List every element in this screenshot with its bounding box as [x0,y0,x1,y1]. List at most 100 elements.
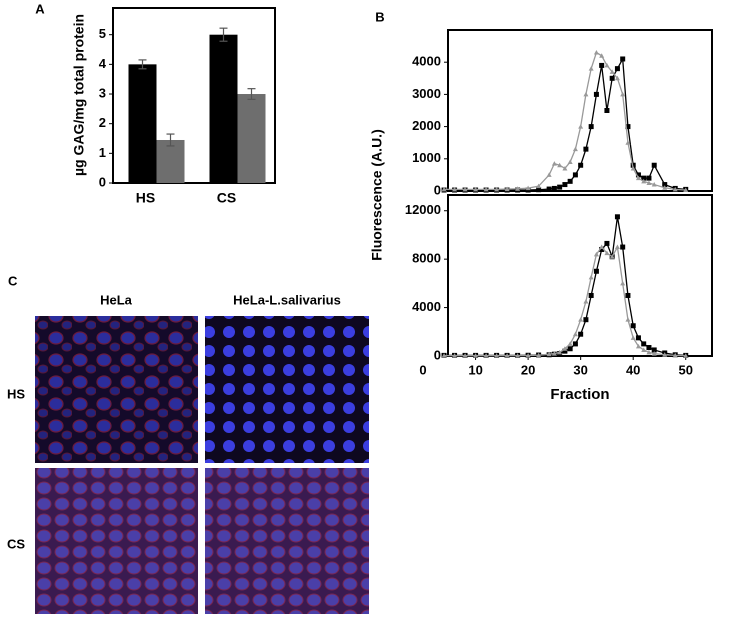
marker [593,251,599,257]
marker [546,186,552,192]
marker [614,244,620,250]
marker [441,353,447,358]
marker [462,186,468,192]
marker [599,244,605,250]
marker [646,180,652,185]
marker [641,341,647,347]
x-axis-label: Fraction [550,386,609,403]
panel-label: B [375,9,384,24]
x-tick-label: 50 [678,362,692,377]
marker [567,178,573,184]
marker [473,353,479,358]
marker [599,53,605,58]
marker [536,183,542,189]
plot-frame [112,7,276,184]
bar [209,34,238,183]
marker [525,353,531,358]
marker [572,146,578,152]
marker [462,353,468,358]
marker [630,323,636,329]
marker [578,162,584,168]
marker [578,317,584,322]
error-bar [219,27,228,42]
marker [672,186,678,192]
x-tick-label: CS [217,190,236,206]
column-label: HeLa [100,292,133,307]
y-tick-label: 3000 [412,86,441,101]
row-label: HS [7,386,25,401]
marker [546,172,552,177]
marker [683,187,689,193]
series-line [444,56,686,191]
marker [604,240,610,246]
marker [572,331,578,337]
y-tick-label: 4000 [412,299,441,314]
marker [504,353,510,358]
marker [614,66,620,72]
y-tick-label: 0 [99,174,106,189]
marker [494,186,500,192]
y-tick-label: 4000 [412,54,441,69]
marker [672,352,678,358]
marker [609,75,615,81]
panel-label: A [35,1,45,16]
marker [593,268,599,274]
micrograph [35,468,198,614]
marker [625,124,631,130]
y-tick-label: 5 [99,26,106,41]
series-line [444,216,686,357]
row-label: CS [7,536,25,551]
marker [551,351,557,356]
marker [614,75,620,81]
marker [578,124,584,129]
marker [651,162,657,168]
marker [583,146,589,152]
marker [635,172,641,178]
marker [473,186,479,192]
y-tick-label: 0 [434,347,441,362]
x-tick-label: 40 [626,362,640,377]
marker [599,246,605,252]
plot-frame [447,194,713,357]
marker [646,345,652,351]
marker [641,347,647,352]
error-bar [138,59,147,70]
marker [551,185,557,191]
marker [635,343,641,349]
marker [557,162,563,168]
marker [572,172,578,178]
marker [604,108,610,113]
marker [599,62,605,68]
y-tick-label: 8000 [412,251,441,266]
y-tick-label: 4 [99,56,107,71]
marker [562,348,568,354]
marker [604,250,610,256]
marker [515,186,521,191]
y-tick-label: 1000 [412,150,441,165]
marker [441,186,447,192]
marker [583,299,589,304]
y-tick-label: 2000 [412,118,441,133]
x-tick-label: 30 [573,362,587,377]
bar [156,139,185,183]
marker [546,351,552,357]
error-bar [247,88,256,100]
marker [635,335,641,341]
plot-frame [447,29,713,192]
marker [641,178,647,184]
marker [651,351,657,356]
marker [651,347,657,353]
marker [625,317,631,322]
marker [662,182,668,188]
y-tick-label: 12000 [405,202,441,217]
marker [604,62,610,68]
marker [504,186,510,192]
marker [630,335,636,340]
marker [483,353,489,358]
marker [646,349,652,355]
marker [536,352,542,358]
error-bar [166,133,175,147]
y-tick-label: 1 [99,145,106,160]
x-tick-label: 20 [521,362,535,377]
